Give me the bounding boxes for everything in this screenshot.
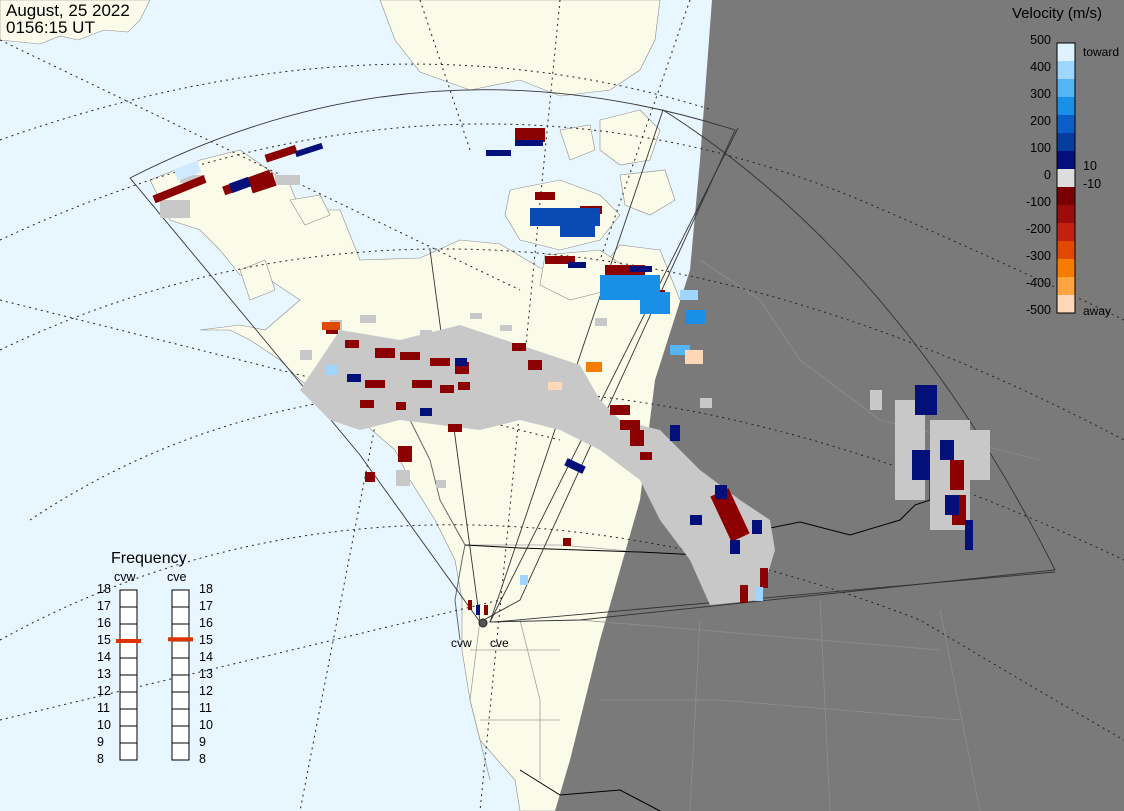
- frequency-tick: 15: [97, 633, 111, 647]
- velocity-tick: -200: [1025, 222, 1051, 236]
- radar-fov: [129, 89, 1056, 623]
- frequency-radar-cvw: cvw: [114, 570, 136, 584]
- frequency-tick: 9: [199, 735, 206, 749]
- velocity-title: Velocity (m/s): [1012, 5, 1103, 22]
- frequency-tick: 8: [97, 752, 104, 766]
- velocity-color-swatch: [1057, 43, 1075, 62]
- velocity-colorbar-frame: [1056, 42, 1076, 314]
- velocity-color-swatch: [1057, 97, 1075, 116]
- velocity-color-swatch: [1057, 151, 1075, 170]
- away-label: away: [1083, 304, 1112, 318]
- frequency-tick: 8: [199, 752, 206, 766]
- velocity-tick: 10: [1083, 159, 1097, 173]
- velocity-tick: 500: [1030, 33, 1051, 47]
- velocity-tick: -10: [1083, 177, 1102, 191]
- velocity-color-swatch: [1057, 169, 1075, 188]
- frequency-tick: 16: [199, 616, 213, 630]
- velocity-color-swatch: [1057, 133, 1075, 152]
- state-borders: [465, 544, 641, 781]
- frequency-tick: 14: [199, 650, 213, 664]
- radar-site-marker: [468, 600, 488, 628]
- frequency-tick: 17: [199, 599, 213, 613]
- frequency-tick: 11: [199, 701, 212, 715]
- frequency-tick: 14: [97, 650, 111, 664]
- time-label: 0156:15 UT: [6, 18, 95, 37]
- velocity-tick: -400: [1025, 276, 1051, 290]
- frequency-title: Frequency: [111, 550, 187, 567]
- night-region: [555, 0, 1124, 811]
- velocity-tick: 100: [1030, 141, 1051, 155]
- velocity-color-swatch: [1057, 259, 1075, 278]
- velocity-away-strong-cells: [322, 322, 703, 390]
- frequency-tick: 13: [97, 667, 111, 681]
- radar-label-cvw: cvw: [451, 636, 472, 650]
- frequency-grid: [120, 606, 189, 744]
- frequency-bar-cvw: [116, 639, 141, 643]
- frequency-tick: 17: [97, 599, 111, 613]
- frequency-radar-cve: cve: [167, 570, 187, 584]
- velocity-tick: 200: [1030, 114, 1051, 128]
- frequency-tick: 12: [199, 684, 213, 698]
- frequency-tick: 18: [199, 582, 213, 596]
- velocity-color-swatch: [1057, 205, 1075, 224]
- frequency-tick: 11: [97, 701, 110, 715]
- frequency-tick: 9: [97, 735, 104, 749]
- frequency-indicator: [116, 589, 193, 761]
- velocity-colorbar: [1057, 43, 1075, 314]
- frequency-tick: 13: [199, 667, 213, 681]
- frequency-bar-cve: [168, 637, 193, 642]
- velocity-color-swatch: [1057, 223, 1075, 242]
- frequency-tick: 18: [97, 582, 111, 596]
- velocity-color-swatch: [1057, 187, 1075, 206]
- velocity-tick: 0: [1044, 168, 1051, 182]
- frequency-tick: 16: [97, 616, 111, 630]
- velocity-color-swatch: [1057, 79, 1075, 98]
- velocity-tick: -500: [1025, 303, 1051, 317]
- velocity-tick: 300: [1030, 87, 1051, 101]
- velocity-tick: 400: [1030, 60, 1051, 74]
- velocity-tick: -100: [1025, 195, 1051, 209]
- radar-label-cve: cve: [490, 636, 509, 650]
- velocity-color-swatch: [1057, 277, 1075, 296]
- frequency-tick: 15: [199, 633, 213, 647]
- velocity-color-swatch: [1057, 115, 1075, 134]
- velocity-tick: -300: [1025, 249, 1051, 263]
- velocity-color-swatch: [1057, 241, 1075, 260]
- velocity-color-swatch: [1057, 61, 1075, 80]
- date-label: August, 25 2022: [6, 1, 130, 20]
- velocity-color-swatch: [1057, 295, 1075, 314]
- frequency-tick: 12: [97, 684, 111, 698]
- toward-label: toward: [1083, 45, 1120, 59]
- coastline: [409, 419, 466, 641]
- frequency-tick: 10: [97, 718, 111, 732]
- velocity-toward-cells: [173, 140, 973, 601]
- frequency-tick: 10: [199, 718, 213, 732]
